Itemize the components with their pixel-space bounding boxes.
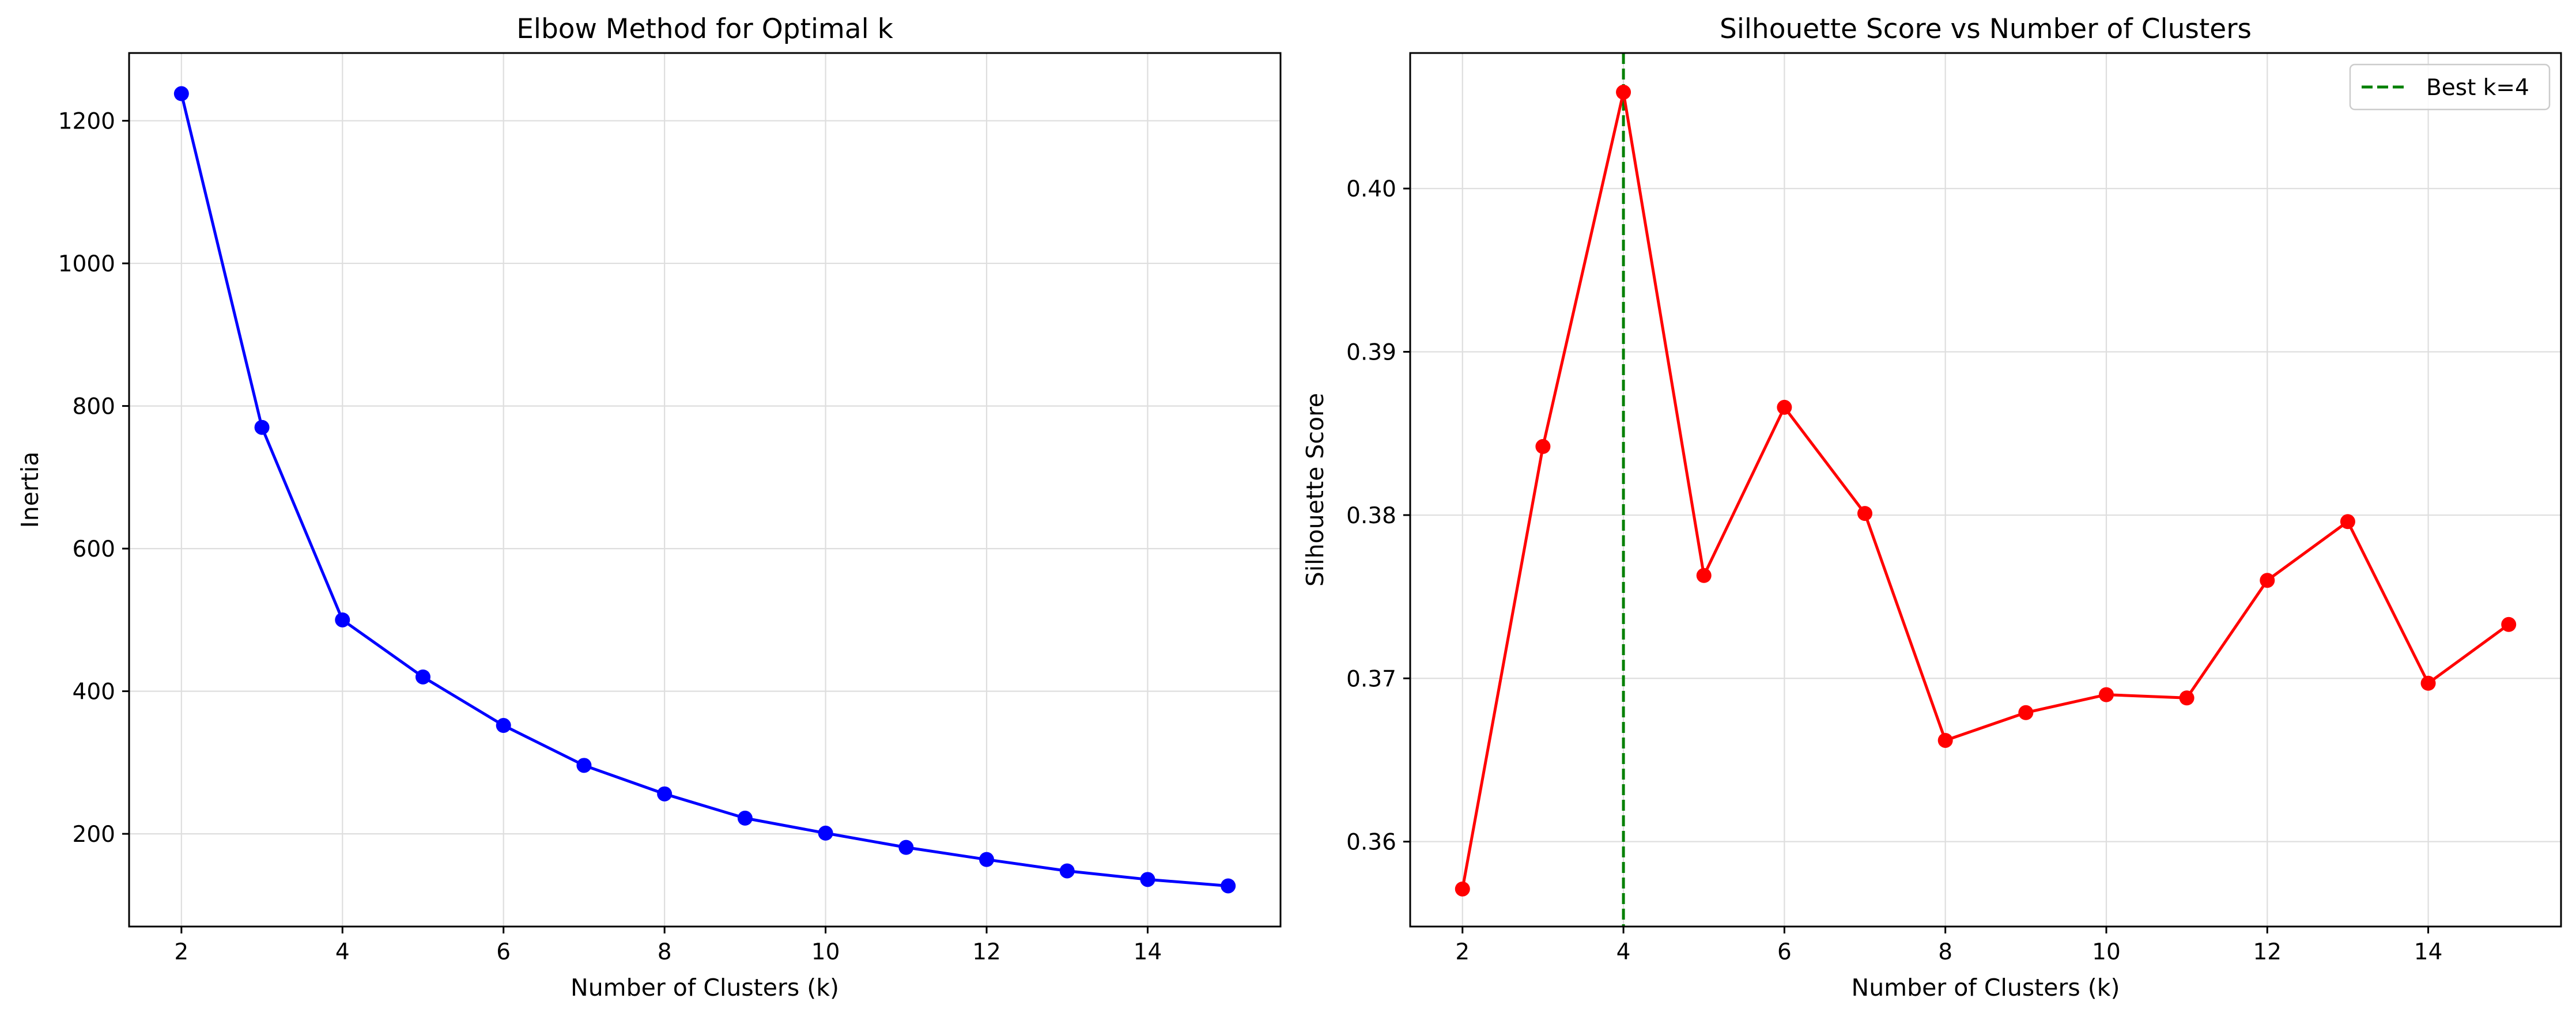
silhouette-data-point <box>1937 732 1953 748</box>
elbow-y-tick-label: 200 <box>73 822 115 848</box>
silhouette-data-point <box>1616 85 1631 100</box>
elbow-y-tick-label: 400 <box>73 679 115 705</box>
silhouette-chart: 2 4 6 8 10 12 14 0.36 0.37 0.38 0.39 0.40 Silhouett… <box>1301 13 2562 1001</box>
elbow-x-tick-label: 6 <box>496 939 511 965</box>
elbow-y-tick-label: 1200 <box>58 109 115 135</box>
silhouette-chart-title: Silhouette Score vs Number of Clusters <box>1720 13 2252 45</box>
silhouette-ticks: 2 4 6 8 10 12 14 0.36 0.37 0.38 0.39 0.40 <box>1346 176 2442 965</box>
silhouette-data-point <box>2260 573 2275 588</box>
silhouette-data-point <box>1455 881 1470 897</box>
silhouette-y-tick-label: 0.37 <box>1346 666 1396 692</box>
silhouette-series <box>1455 85 2517 897</box>
silhouette-series-line <box>1461 90 2510 890</box>
silhouette-data-point <box>1857 506 1873 521</box>
silhouette-data-point <box>2420 675 2436 691</box>
elbow-data-point <box>657 786 673 801</box>
silhouette-legend: Best k=4 <box>2349 63 2551 111</box>
elbow-x-axis-label: Number of Clusters (k) <box>571 974 839 1001</box>
elbow-chart: 2 4 6 8 10 12 14 200 400 600 800 1000 1200 Elbow Met… <box>16 13 1282 1001</box>
elbow-chart-title: Elbow Method for Optimal k <box>516 13 893 45</box>
elbow-data-point <box>335 612 350 627</box>
silhouette-x-tick-label: 12 <box>2253 939 2282 965</box>
elbow-data-point <box>496 718 511 734</box>
silhouette-plot-area <box>1410 53 2561 927</box>
silhouette-y-tick-label: 0.38 <box>1346 503 1396 529</box>
elbow-y-axis-label: Inertia <box>16 452 44 528</box>
silhouette-x-tick-label: 4 <box>1616 939 1631 965</box>
elbow-y-tick-label: 1000 <box>58 251 115 277</box>
silhouette-data-point <box>1696 568 1712 583</box>
silhouette-y-axis-label: Silhouette Score <box>1301 393 1329 587</box>
elbow-data-point <box>1140 872 1155 887</box>
silhouette-data-point <box>2340 514 2355 530</box>
elbow-y-tick-label: 600 <box>73 536 115 562</box>
elbow-data-point <box>979 852 995 867</box>
silhouette-data-point <box>2018 705 2034 720</box>
silhouette-data-point <box>2179 690 2194 706</box>
silhouette-data-point <box>2098 687 2114 702</box>
elbow-x-tick-label: 10 <box>811 939 840 965</box>
elbow-data-point <box>254 419 270 435</box>
elbow-x-tick-label: 2 <box>174 939 188 965</box>
silhouette-axes-frame <box>1409 52 2562 928</box>
elbow-series <box>173 86 1236 894</box>
elbow-x-tick-label: 14 <box>1134 939 1162 965</box>
silhouette-x-tick-label: 14 <box>2414 939 2443 965</box>
silhouette-y-tick-label: 0.36 <box>1346 830 1396 856</box>
silhouette-legend-box <box>2349 63 2551 111</box>
silhouette-legend-label: Best k=4 <box>2426 75 2529 101</box>
elbow-x-tick-label: 4 <box>335 939 350 965</box>
silhouette-data-point <box>2501 617 2517 632</box>
elbow-y-tick-label: 800 <box>73 394 115 420</box>
elbow-plot-area <box>129 53 1281 927</box>
silhouette-y-tick-label: 0.40 <box>1346 176 1396 202</box>
elbow-data-point <box>1059 863 1075 879</box>
elbow-grid <box>129 53 1281 927</box>
elbow-data-point <box>415 669 430 685</box>
elbow-data-point <box>737 810 753 826</box>
elbow-axes-frame <box>128 52 1282 928</box>
elbow-data-point <box>1221 878 1236 894</box>
silhouette-x-tick-label: 8 <box>1938 939 1952 965</box>
elbow-x-tick-label: 12 <box>972 939 1001 965</box>
elbow-x-tick-label: 8 <box>658 939 672 965</box>
silhouette-x-tick-label: 6 <box>1777 939 1792 965</box>
elbow-ticks: 2 4 6 8 10 12 14 200 400 600 800 1000 1200 <box>58 109 1162 965</box>
silhouette-data-point <box>1777 399 1792 415</box>
elbow-data-point <box>898 840 914 855</box>
silhouette-x-axis-label: Number of Clusters (k) <box>1852 974 2120 1001</box>
silhouette-x-tick-label: 2 <box>1455 939 1470 965</box>
elbow-data-point <box>818 825 833 841</box>
silhouette-data-point <box>1535 438 1551 454</box>
silhouette-y-tick-label: 0.39 <box>1346 340 1396 366</box>
elbow-series-line <box>180 93 1229 887</box>
silhouette-x-tick-label: 10 <box>2092 939 2121 965</box>
elbow-data-point <box>576 758 592 773</box>
elbow-data-point <box>173 86 189 101</box>
